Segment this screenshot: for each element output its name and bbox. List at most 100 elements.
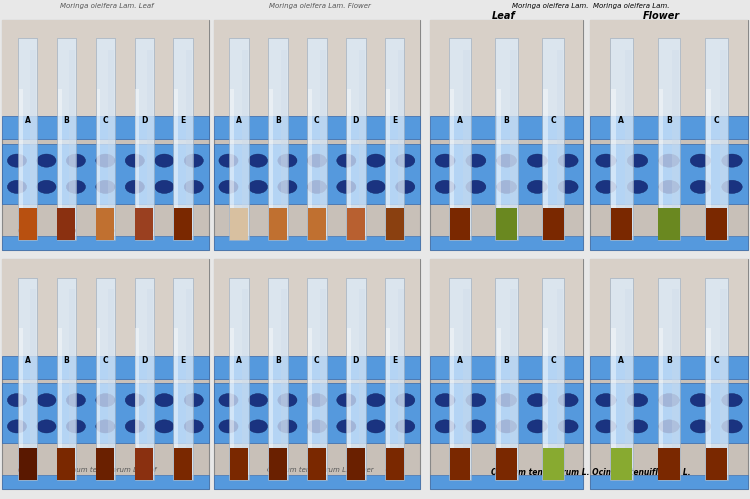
Bar xyxy=(590,475,748,489)
Ellipse shape xyxy=(154,154,174,167)
Ellipse shape xyxy=(37,394,56,407)
Ellipse shape xyxy=(722,394,742,407)
Bar xyxy=(230,89,234,230)
Bar xyxy=(18,38,38,241)
Bar xyxy=(610,278,633,480)
Ellipse shape xyxy=(466,154,486,167)
Bar xyxy=(214,259,420,379)
Bar xyxy=(281,49,286,242)
Text: A: A xyxy=(25,356,31,365)
Ellipse shape xyxy=(558,420,578,433)
Bar xyxy=(2,259,209,379)
Ellipse shape xyxy=(37,420,56,433)
Bar xyxy=(430,236,584,250)
Text: E: E xyxy=(181,356,186,365)
Ellipse shape xyxy=(96,154,115,167)
Ellipse shape xyxy=(496,154,517,167)
Bar xyxy=(230,278,249,480)
Ellipse shape xyxy=(722,420,742,433)
Bar xyxy=(173,38,193,241)
Ellipse shape xyxy=(435,154,455,167)
Ellipse shape xyxy=(366,394,386,407)
Bar xyxy=(556,289,563,481)
Ellipse shape xyxy=(230,223,248,239)
Ellipse shape xyxy=(658,394,680,407)
Bar xyxy=(57,38,76,241)
Bar xyxy=(308,208,326,241)
Ellipse shape xyxy=(450,223,470,239)
Bar xyxy=(136,89,140,230)
Ellipse shape xyxy=(248,394,268,407)
Bar xyxy=(706,208,728,241)
Bar xyxy=(242,289,248,481)
Bar xyxy=(464,289,470,481)
Bar xyxy=(590,20,748,139)
Ellipse shape xyxy=(527,394,548,407)
Bar xyxy=(706,448,728,480)
Bar xyxy=(174,448,192,480)
Bar xyxy=(450,208,470,241)
Bar xyxy=(346,448,364,480)
Text: B: B xyxy=(504,356,509,365)
Bar xyxy=(706,328,711,470)
Ellipse shape xyxy=(558,154,578,167)
Ellipse shape xyxy=(658,420,680,433)
Ellipse shape xyxy=(722,154,742,167)
Bar xyxy=(308,328,312,470)
Text: A: A xyxy=(236,116,242,125)
Ellipse shape xyxy=(527,180,548,194)
Ellipse shape xyxy=(58,462,75,478)
Bar xyxy=(19,89,22,230)
Bar xyxy=(2,356,209,379)
Ellipse shape xyxy=(248,154,268,167)
Ellipse shape xyxy=(466,420,486,433)
Ellipse shape xyxy=(58,223,75,239)
Bar xyxy=(386,89,390,230)
Ellipse shape xyxy=(308,180,326,194)
Bar xyxy=(108,49,114,242)
Bar xyxy=(590,259,748,489)
Ellipse shape xyxy=(219,154,238,167)
Text: Leaf: Leaf xyxy=(495,479,513,488)
Bar xyxy=(269,89,273,230)
Ellipse shape xyxy=(706,223,727,239)
Bar xyxy=(398,289,404,481)
Bar xyxy=(175,89,178,230)
Bar xyxy=(386,208,404,241)
Ellipse shape xyxy=(96,420,115,433)
Bar xyxy=(430,259,584,489)
Ellipse shape xyxy=(627,394,648,407)
Bar xyxy=(96,448,115,480)
Bar xyxy=(2,20,209,250)
Ellipse shape xyxy=(337,420,356,433)
Ellipse shape xyxy=(386,462,404,478)
Bar xyxy=(134,278,154,480)
Ellipse shape xyxy=(496,420,517,433)
Bar xyxy=(346,38,365,241)
Ellipse shape xyxy=(366,154,386,167)
Bar xyxy=(705,278,728,480)
Bar xyxy=(450,448,470,480)
Ellipse shape xyxy=(596,154,616,167)
Ellipse shape xyxy=(690,180,711,194)
Text: C: C xyxy=(314,116,320,125)
Bar xyxy=(398,49,404,242)
Text: C: C xyxy=(314,356,320,365)
Ellipse shape xyxy=(219,180,238,194)
Bar xyxy=(658,448,680,480)
Text: B: B xyxy=(666,356,672,365)
Ellipse shape xyxy=(184,394,203,407)
Ellipse shape xyxy=(66,180,86,194)
Bar xyxy=(19,208,37,241)
Bar xyxy=(269,208,287,241)
Ellipse shape xyxy=(66,420,86,433)
Bar xyxy=(590,144,748,204)
Ellipse shape xyxy=(230,462,248,478)
Bar xyxy=(18,278,38,480)
Bar xyxy=(2,259,209,489)
Ellipse shape xyxy=(366,180,386,194)
Bar xyxy=(269,448,287,480)
Bar xyxy=(230,448,248,480)
Bar xyxy=(2,383,209,443)
Bar xyxy=(214,356,420,379)
